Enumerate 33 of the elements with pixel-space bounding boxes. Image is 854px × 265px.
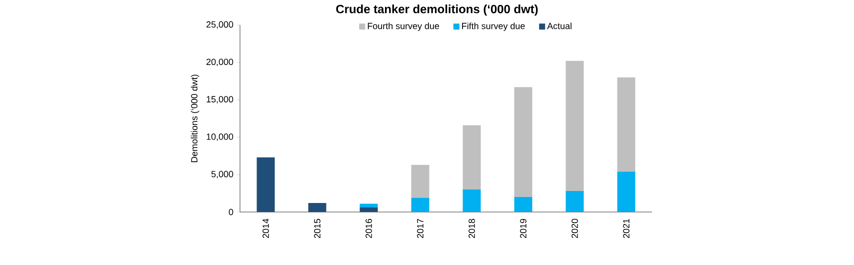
bar: [411, 198, 430, 212]
bar: [462, 125, 481, 190]
bar: [462, 190, 481, 212]
bar: [514, 87, 532, 198]
y-tick-label: 20,000: [206, 58, 234, 66]
bar: [566, 191, 584, 212]
bar: [411, 164, 430, 198]
legend-label: Actual: [547, 22, 572, 30]
y-tick-label: 15,000: [206, 96, 234, 104]
x-tick-label: 2017: [417, 218, 424, 238]
x-tick-label: 2015: [314, 218, 320, 238]
y-tick-label: 25,000: [206, 21, 234, 29]
y-tick-label: 0: [228, 208, 234, 216]
bar: [617, 77, 636, 172]
bar: [308, 203, 326, 212]
x-tick-label: 2019: [520, 218, 526, 238]
legend-label: Fourth survey due: [368, 22, 440, 31]
bar: [360, 208, 378, 212]
x-tick-label: 2018: [468, 218, 475, 238]
bar: [514, 197, 532, 212]
x-tick-label: 2021: [623, 218, 630, 238]
legend-label: Fifth survey due: [462, 22, 525, 31]
chart-title: Crude tanker demolitions (‘000 dwt): [336, 4, 538, 16]
y-tick-label: 10,000: [206, 133, 234, 141]
bar: [360, 204, 378, 208]
y-axis-title: Demolitions (‘000 dwt): [190, 74, 200, 162]
x-tick-label: 2020: [572, 218, 578, 238]
x-tick-label: 2014: [262, 218, 269, 238]
bar: [256, 157, 275, 212]
bar: [566, 60, 584, 192]
x-tick-label: 2016: [366, 218, 372, 238]
y-tick-label: 5,000: [211, 170, 234, 178]
bar: [617, 172, 636, 212]
